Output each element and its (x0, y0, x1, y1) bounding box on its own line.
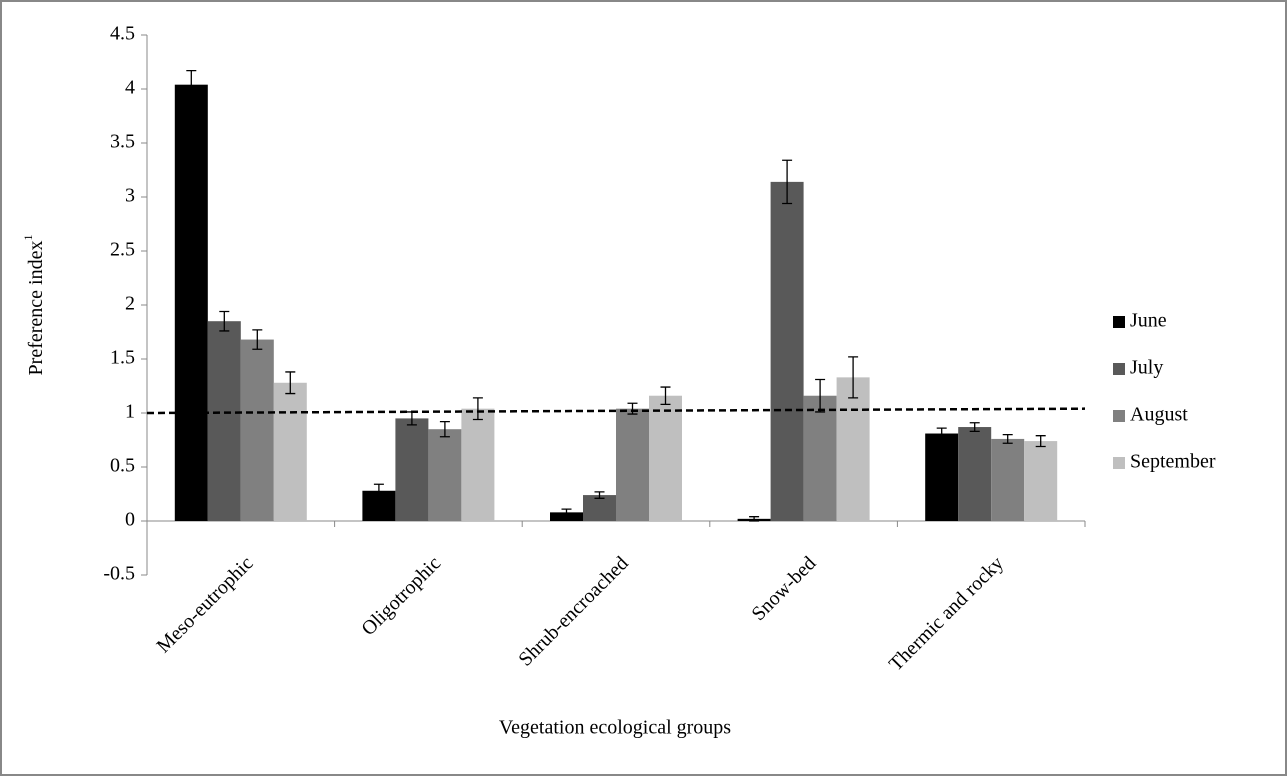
y-tick-label: -0.5 (103, 563, 135, 585)
bar (925, 433, 959, 521)
y-tick-label: 0.5 (110, 455, 135, 477)
legend-swatch (1113, 316, 1125, 328)
error-bar (936, 427, 947, 440)
bar (770, 181, 804, 521)
bar (991, 438, 1025, 521)
bar (583, 495, 616, 521)
bar (616, 408, 649, 521)
error-bar (660, 386, 671, 406)
legend-swatch (1113, 410, 1125, 422)
bar (273, 382, 307, 521)
error-bar (749, 516, 760, 522)
legend-label: June (1130, 310, 1167, 332)
legend-swatch (1113, 363, 1125, 375)
y-axis-title: Preference index1 (21, 235, 47, 376)
y-axis-title-sup: 1 (21, 235, 35, 241)
bar (395, 418, 429, 521)
error-bar (219, 310, 230, 332)
error-bar (252, 329, 263, 350)
y-tick-label: 3.5 (110, 131, 135, 153)
error-bar (561, 508, 572, 517)
y-tick-label: 1 (125, 401, 135, 423)
bar (240, 339, 274, 521)
bar (1024, 441, 1058, 521)
legend-label: September (1130, 451, 1216, 473)
error-bar (1035, 435, 1046, 448)
bar (207, 321, 241, 521)
error-bar (815, 378, 826, 413)
reference-line (146, 407, 1086, 415)
legend-label: August (1130, 404, 1188, 426)
bar (428, 429, 462, 521)
error-bar (782, 159, 793, 205)
error-bar (186, 69, 197, 100)
error-bar (594, 491, 605, 499)
y-tick-label: 2.5 (110, 239, 135, 261)
y-tick-label: 1.5 (110, 347, 135, 369)
y-tick-label: 4 (125, 77, 135, 99)
error-bar (1002, 433, 1013, 444)
y-tick-label: 4.5 (110, 23, 135, 45)
legend-swatch (1113, 457, 1125, 469)
error-bar (627, 402, 638, 415)
error-bar (969, 422, 980, 433)
bar (649, 395, 682, 521)
error-bar (848, 356, 859, 399)
bar (174, 84, 208, 522)
error-bar (439, 420, 450, 438)
legend-label: July (1130, 357, 1163, 379)
error-bar (285, 371, 296, 395)
bar (461, 408, 495, 521)
bar (550, 512, 583, 521)
bar (803, 395, 837, 521)
bar (836, 377, 870, 521)
y-axis-title-text: Preference index (25, 241, 47, 376)
error-bar (373, 483, 384, 498)
bar (958, 427, 992, 521)
y-tick-label: 2 (125, 293, 135, 315)
x-axis-title: Vegetation ecological groups (499, 717, 731, 739)
y-tick-label: 3 (125, 185, 135, 207)
y-tick-label: 0 (125, 509, 135, 531)
error-bar (472, 397, 483, 421)
